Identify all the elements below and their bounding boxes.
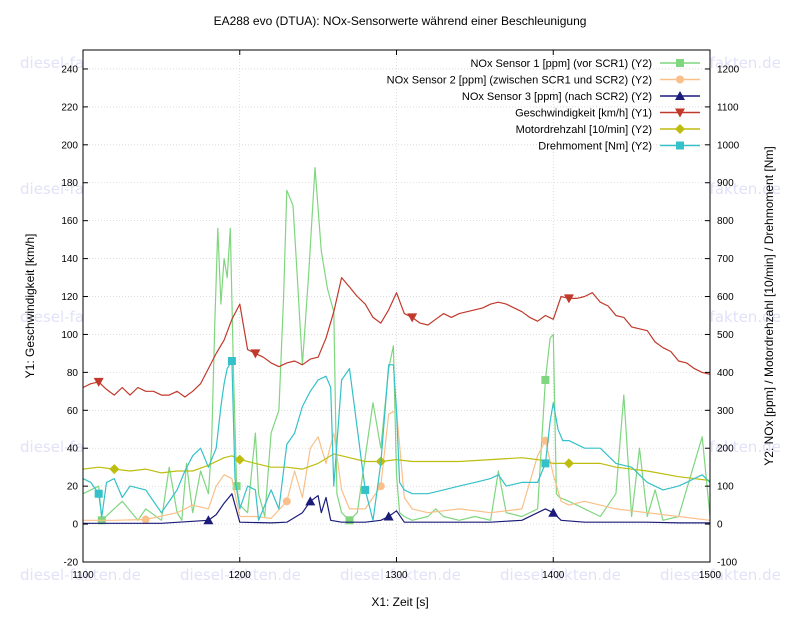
y1-tick-label: 120 (61, 292, 78, 303)
watermark-text: diesel-fakten.de (340, 566, 461, 584)
y1-tick-label: 0 (72, 520, 78, 531)
series-point (203, 515, 214, 525)
series-point (109, 464, 120, 475)
series-layer (82, 167, 711, 525)
series-4 (82, 277, 711, 398)
legend-marker (675, 91, 685, 100)
y1-tick-label: -20 (64, 558, 79, 569)
watermark-text: diesel-fakten.de (180, 566, 301, 584)
legend-label: NOx Sensor 2 [ppm] (zwischen SCR1 und SC… (387, 75, 652, 87)
y2-tick-label: 700 (717, 254, 734, 265)
series-point (94, 489, 103, 498)
y2-tick-label: 900 (717, 178, 734, 189)
series-line (82, 277, 711, 398)
watermark-text: diesel-fakten.de (660, 566, 781, 584)
series-point (305, 496, 316, 506)
y2-axis-label: Y2: NOx [ppm] / Motordrehzahl [10/min] /… (762, 146, 776, 465)
y2-tick-label: -100 (717, 558, 737, 569)
y2-tick-label: 300 (717, 406, 734, 417)
y2-tick-label: 100 (717, 482, 734, 493)
x-axis-label: X1: Zeit [s] (371, 595, 428, 609)
y2-tick-label: 0 (717, 520, 723, 531)
y1-tick-label: 60 (67, 406, 79, 417)
legend-marker (675, 108, 685, 118)
y1-tick-label: 80 (67, 368, 79, 379)
y1-tick-label: 200 (61, 140, 78, 151)
y1-tick-label: 140 (61, 254, 78, 265)
legend-marker (676, 141, 684, 150)
legend-marker (676, 59, 684, 67)
watermark-text: diesel-fakten.de (20, 566, 141, 584)
y1-tick-label: 180 (61, 178, 78, 189)
series-line (82, 360, 711, 521)
x-tick-label: 1500 (699, 570, 722, 581)
series-point (250, 349, 261, 359)
y2-tick-label: 1000 (717, 140, 740, 151)
series-line (82, 167, 711, 521)
series-6 (82, 356, 711, 521)
series-point (282, 497, 291, 506)
y1-tick-label: 160 (61, 216, 78, 227)
y1-tick-label: 220 (61, 102, 78, 113)
series-point (345, 516, 354, 525)
series-line (83, 409, 711, 521)
x-tick-label: 1300 (385, 570, 408, 581)
series-point (93, 377, 104, 387)
x-tick-label: 1100 (72, 570, 94, 581)
y1-tick-label: 240 (61, 64, 78, 75)
series-point (361, 485, 370, 494)
series-point (376, 482, 385, 491)
legend-label: NOx Sensor 3 [ppm] (nach SCR2) (Y2) (462, 91, 652, 103)
y2-tick-label: 800 (717, 216, 734, 227)
series-3 (83, 493, 710, 525)
series-point (407, 313, 418, 323)
y2-tick-label: 200 (717, 444, 734, 455)
series-point (541, 459, 550, 468)
legend-label: Motordrehzahl [10/min] (Y2) (516, 124, 652, 136)
x-tick-label: 1200 (229, 570, 252, 581)
chart-title: EA288 evo (DTUA): NOx-Sensorwerte währen… (214, 14, 587, 28)
y2-tick-label: 400 (717, 368, 734, 379)
series-point (383, 511, 394, 521)
legend-label: NOx Sensor 1 [ppm] (vor SCR1) (Y2) (470, 58, 652, 70)
legend-marker (675, 124, 685, 134)
ticks: 1100 1200 1300 1400 1500-2002040608010012014… (61, 50, 740, 581)
x-tick-label: 1400 (542, 570, 565, 581)
legend-label: Geschwindigkeit [km/h] (Y1) (515, 108, 652, 120)
series-point (141, 515, 150, 524)
y2-tick-label: 600 (717, 292, 734, 303)
y2-tick-label: 1100 (717, 102, 739, 113)
legend: NOx Sensor 1 [ppm] (vor SCR1) (Y2) NOx Se… (387, 58, 700, 153)
series-point (541, 375, 550, 384)
series-point (563, 458, 574, 469)
watermark-text: diesel-fakten.de (500, 566, 621, 584)
series-point (548, 507, 559, 517)
series-2 (83, 409, 711, 524)
y2-tick-label: 500 (717, 330, 734, 341)
y1-tick-label: 40 (67, 444, 79, 455)
y1-tick-label: 20 (67, 482, 79, 493)
series-point (234, 454, 245, 465)
legend-label: Drehmoment [Nm] (Y2) (538, 141, 652, 153)
legend-marker (676, 75, 684, 84)
series-line (83, 493, 710, 524)
series-point (563, 294, 574, 304)
series-point (227, 356, 236, 365)
y2-tick-label: 1200 (717, 64, 740, 75)
y1-axis-label: Y1: Geschwindigkeit [km/h] (23, 234, 37, 379)
y1-tick-label: 100 (61, 330, 78, 341)
